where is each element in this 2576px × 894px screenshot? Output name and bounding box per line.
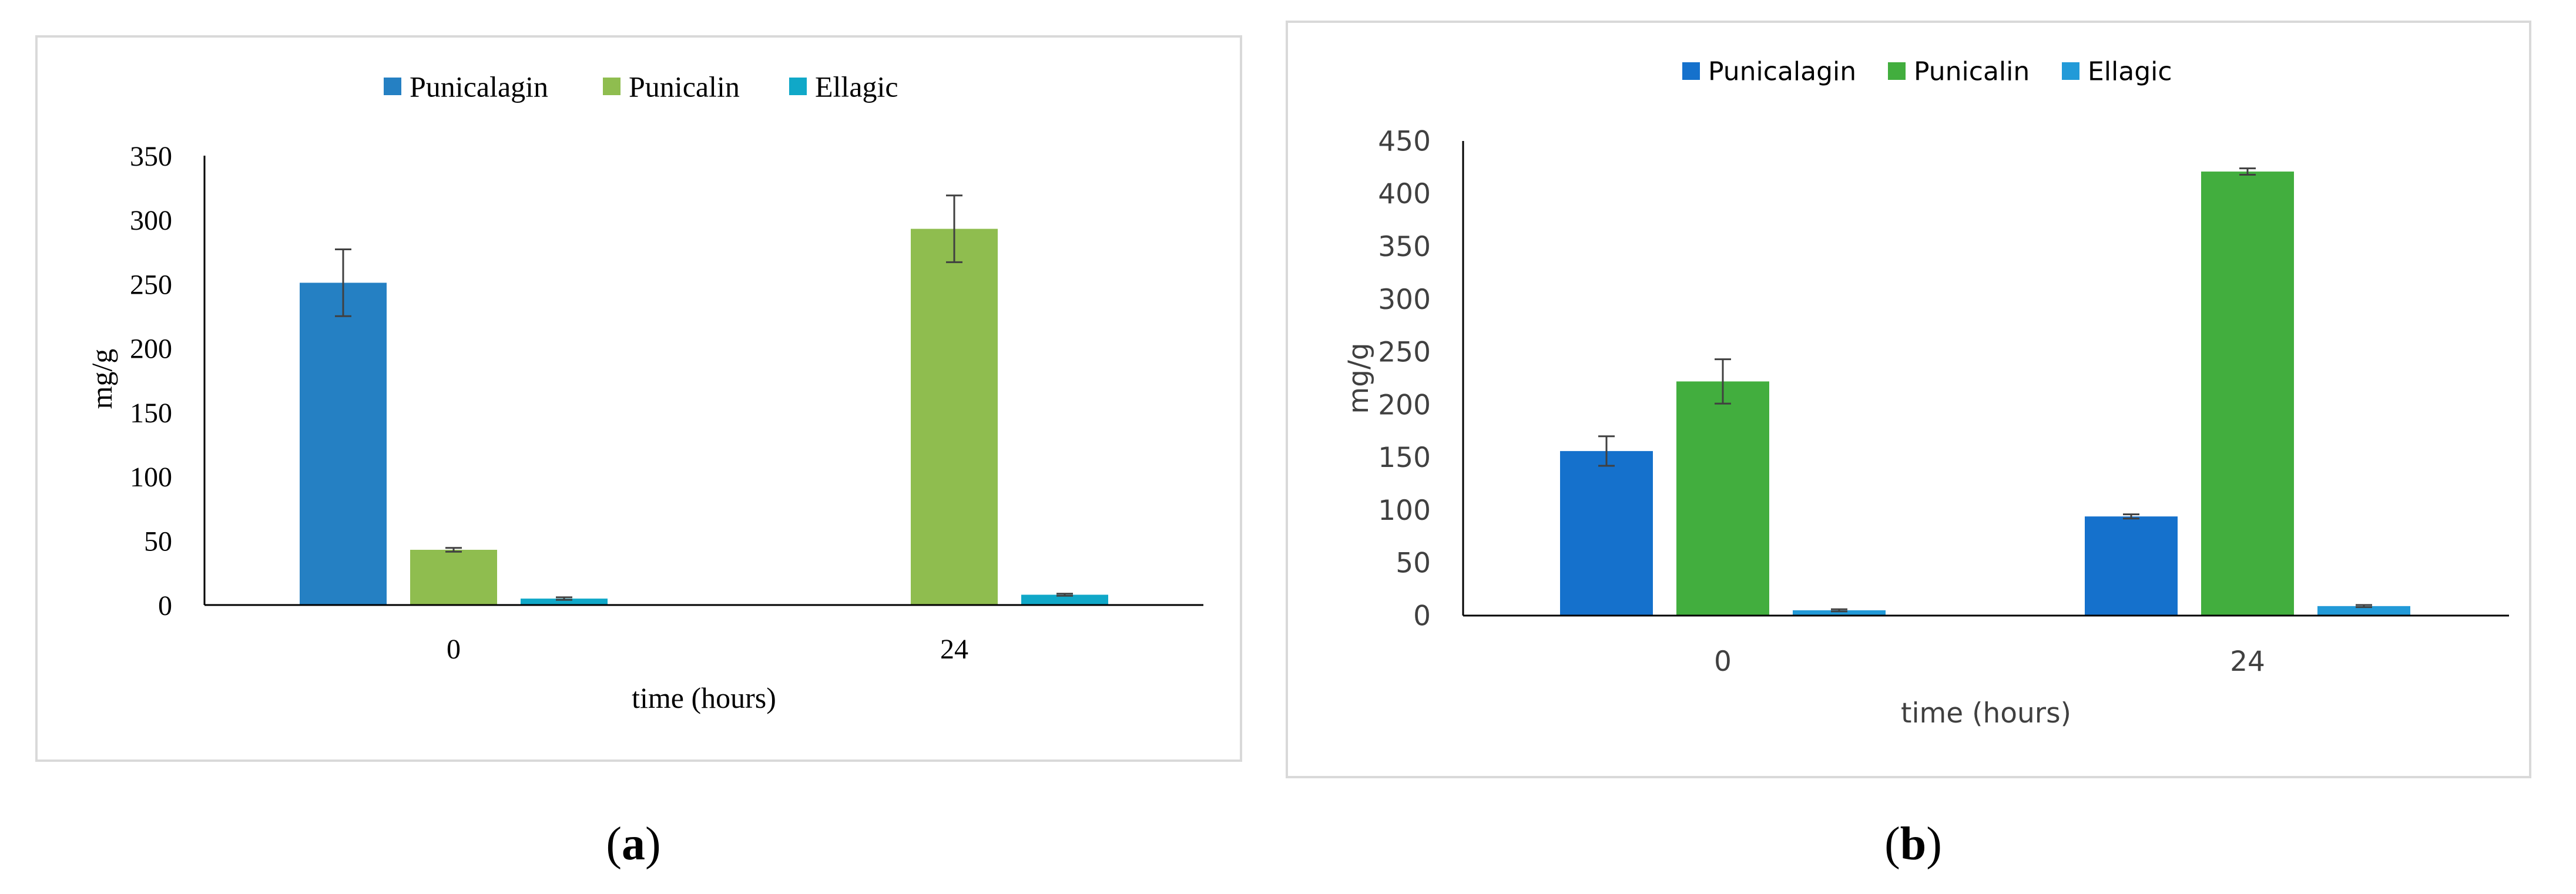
y-tick-label: 150 [1378, 442, 1431, 474]
legend-label: Punicalin [1914, 56, 2030, 86]
legend-swatch [1682, 62, 1700, 80]
legend-label: Ellagic [815, 70, 898, 103]
y-tick-label: 0 [158, 590, 172, 621]
panel-b-x-tick-labels: 0 24 [1714, 646, 2265, 678]
bar [1676, 381, 1769, 616]
panel-a-caption: (a) [606, 818, 660, 870]
y-tick-label: 50 [144, 526, 172, 557]
panel-a-caption-letter: a [622, 818, 645, 870]
panel-b-error-bars [1598, 167, 2372, 613]
y-tick-label: 50 [1396, 547, 1431, 580]
bar [911, 228, 998, 606]
panel-b-x-axis-title: time (hours) [1901, 697, 2071, 730]
legend-label: Punicalagin [410, 70, 548, 103]
legend-label: Ellagic [2088, 56, 2172, 86]
y-tick-label: 300 [130, 205, 172, 236]
legend-swatch [1888, 62, 1906, 80]
panel-a-x-tick-labels: 0 24 [447, 634, 968, 665]
legend-label: Punicalagin [1708, 56, 1856, 86]
panel-a-error-bars [335, 194, 1073, 601]
x-tick-label: 0 [1714, 646, 1732, 678]
panel-b-y-tick-labels: 0 50 100 150 200 250 300 350 400 450 [1378, 125, 1431, 632]
legend-label: Punicalin [629, 70, 740, 103]
x-tick-label: 0 [447, 634, 461, 665]
panel-b-y-axis-title: mg/g [1343, 342, 1375, 414]
bar [2317, 606, 2410, 616]
panel-a-legend: Punicalagin Punicalin Ellagic [384, 70, 898, 103]
legend-swatch [603, 78, 620, 95]
y-tick-label: 250 [1378, 337, 1431, 369]
panel-b-frame [1286, 21, 2531, 778]
panel-a-y-axis-title: mg/g [85, 349, 118, 409]
panel-b-caption-letter: b [1900, 818, 1927, 870]
panel-b-legend: Punicalagin Punicalin Ellagic [1682, 56, 2172, 86]
panel-a-x-axis-title: time (hours) [632, 681, 776, 714]
y-tick-label: 150 [130, 398, 172, 429]
x-tick-label: 24 [940, 634, 968, 665]
bar [1560, 451, 1653, 616]
bar [300, 283, 387, 605]
bar [521, 599, 608, 605]
panel-b-bars [1560, 172, 2410, 616]
legend-swatch [789, 78, 807, 95]
bar [1793, 610, 1886, 616]
y-tick-label: 350 [1378, 231, 1431, 263]
y-tick-label: 0 [1413, 600, 1431, 632]
panel-b-caption: (b) [1884, 818, 1942, 870]
legend-swatch [2062, 62, 2079, 80]
chart-panel-b: Punicalagin Punicalin Ellagic 0 50 100 150 200… [1286, 21, 2531, 778]
bar [2085, 516, 2178, 616]
y-tick-label: 200 [1378, 389, 1431, 421]
chart-panel-a: Punicalagin Punicalin Ellagic 0 50 100 150 200… [35, 35, 1242, 762]
y-tick-label: 400 [1378, 178, 1431, 210]
x-tick-label: 24 [2230, 646, 2265, 678]
y-tick-label: 300 [1378, 284, 1431, 316]
y-tick-label: 350 [130, 141, 172, 172]
y-tick-label: 200 [130, 334, 172, 365]
legend-swatch [384, 78, 401, 95]
y-tick-label: 100 [130, 462, 172, 493]
bar [410, 550, 497, 605]
bar [1021, 594, 1108, 605]
panel-a-bars [300, 228, 1108, 606]
y-tick-label: 250 [130, 269, 172, 300]
y-tick-label: 100 [1378, 495, 1431, 527]
y-tick-label: 450 [1378, 125, 1431, 157]
bar [2201, 172, 2294, 616]
panel-a-frame [35, 35, 1242, 762]
panel-a-y-tick-labels: 0 50 100 150 200 250 300 350 [130, 141, 172, 621]
